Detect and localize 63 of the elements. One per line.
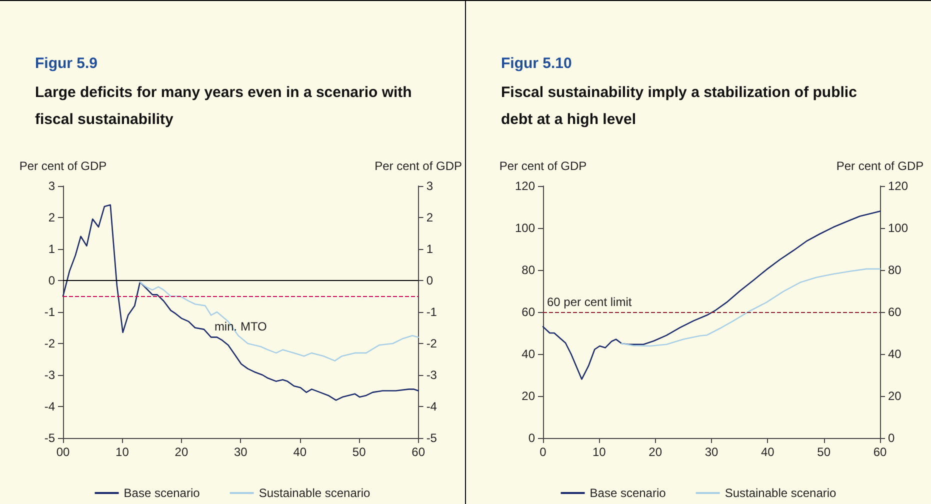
y2-tick-label: -1	[426, 305, 438, 319]
y2-tick-label: 40	[888, 347, 902, 361]
x-tick-label: 30	[234, 445, 248, 459]
y-tick-label: -2	[44, 336, 56, 350]
y-tick-label: -3	[44, 368, 56, 382]
y-tick-label: 3	[48, 179, 56, 193]
x-tick-label: 50	[817, 445, 831, 459]
chart-title: Figur 5.10	[501, 55, 572, 72]
y2-tick-label: 80	[888, 263, 902, 277]
x-tick-label: 20	[174, 445, 188, 459]
y-tick-label: 1	[48, 242, 56, 256]
y2-axis-title: Per cent of GDP	[836, 159, 924, 173]
chart-subtitle: Fiscal sustainability imply a stabilization of public debt at a high level	[501, 83, 858, 130]
y-tick-label: 80	[522, 263, 536, 277]
x-tick-label: 10	[116, 445, 130, 459]
y-tick-label: 60	[522, 305, 536, 319]
y2-tick-label: 1	[426, 242, 434, 256]
legend-label: Sustainable scenario	[258, 486, 371, 500]
x-tick-label: 60	[873, 445, 887, 459]
legend-label: Sustainable scenario	[724, 486, 837, 500]
y2-tick-label: 120	[888, 179, 908, 193]
legend-label: Base scenario	[124, 486, 200, 500]
x-tick-label: 20	[648, 445, 662, 459]
y2-tick-label: 100	[888, 221, 908, 235]
x-tick-label: 30	[704, 445, 718, 459]
y2-axis-title: Per cent of GDP	[374, 159, 462, 173]
y-tick-label: 40	[522, 347, 536, 361]
y-tick-label: -4	[44, 400, 56, 414]
ref-line-label: min. MTO	[214, 319, 267, 334]
y-tick-label: 20	[522, 389, 536, 403]
y2-tick-label: -3	[426, 368, 438, 382]
y2-tick-label: 20	[888, 389, 902, 403]
y2-tick-label: 2	[426, 210, 434, 224]
y-tick-label: 100	[514, 221, 536, 235]
chart-title: Figur 5.9	[35, 55, 98, 72]
y-axis-title: Per cent of GDP	[499, 159, 587, 173]
line-series	[542, 210, 881, 380]
chart-subtitle: Large deficits for many years even in a scenario with fiscal sustainability	[35, 83, 413, 130]
y2-tick-label: 3	[426, 179, 434, 193]
ref-line-label: 60 per cent limit	[547, 295, 632, 309]
y2-tick-label: -4	[426, 400, 438, 414]
y-tick-label: 2	[48, 210, 56, 224]
x-tick-label: 50	[352, 445, 366, 459]
y2-tick-label: -5	[426, 431, 438, 445]
y2-tick-label: -2	[426, 336, 438, 350]
y2-tick-label: 60	[888, 305, 902, 319]
x-tick-label: 40	[760, 445, 775, 459]
y-tick-label: -5	[44, 431, 56, 445]
x-tick-label: 00	[56, 445, 70, 459]
x-tick-label: 40	[293, 445, 307, 459]
legend-label: Base scenario	[590, 486, 666, 500]
y-axis-title: Per cent of GDP	[19, 159, 107, 173]
x-tick-label: 60	[412, 445, 426, 459]
line-series	[139, 281, 419, 362]
x-tick-label: 10	[592, 445, 606, 459]
line-series	[62, 204, 419, 401]
y-tick-label: 120	[514, 179, 536, 193]
y2-tick-label: 0	[888, 431, 895, 445]
y-tick-label: 0	[528, 431, 536, 445]
y-tick-label: 0	[48, 274, 56, 288]
x-tick-label: 0	[540, 445, 547, 459]
y2-tick-label: 0	[426, 274, 434, 288]
y-tick-label: -1	[44, 305, 56, 319]
